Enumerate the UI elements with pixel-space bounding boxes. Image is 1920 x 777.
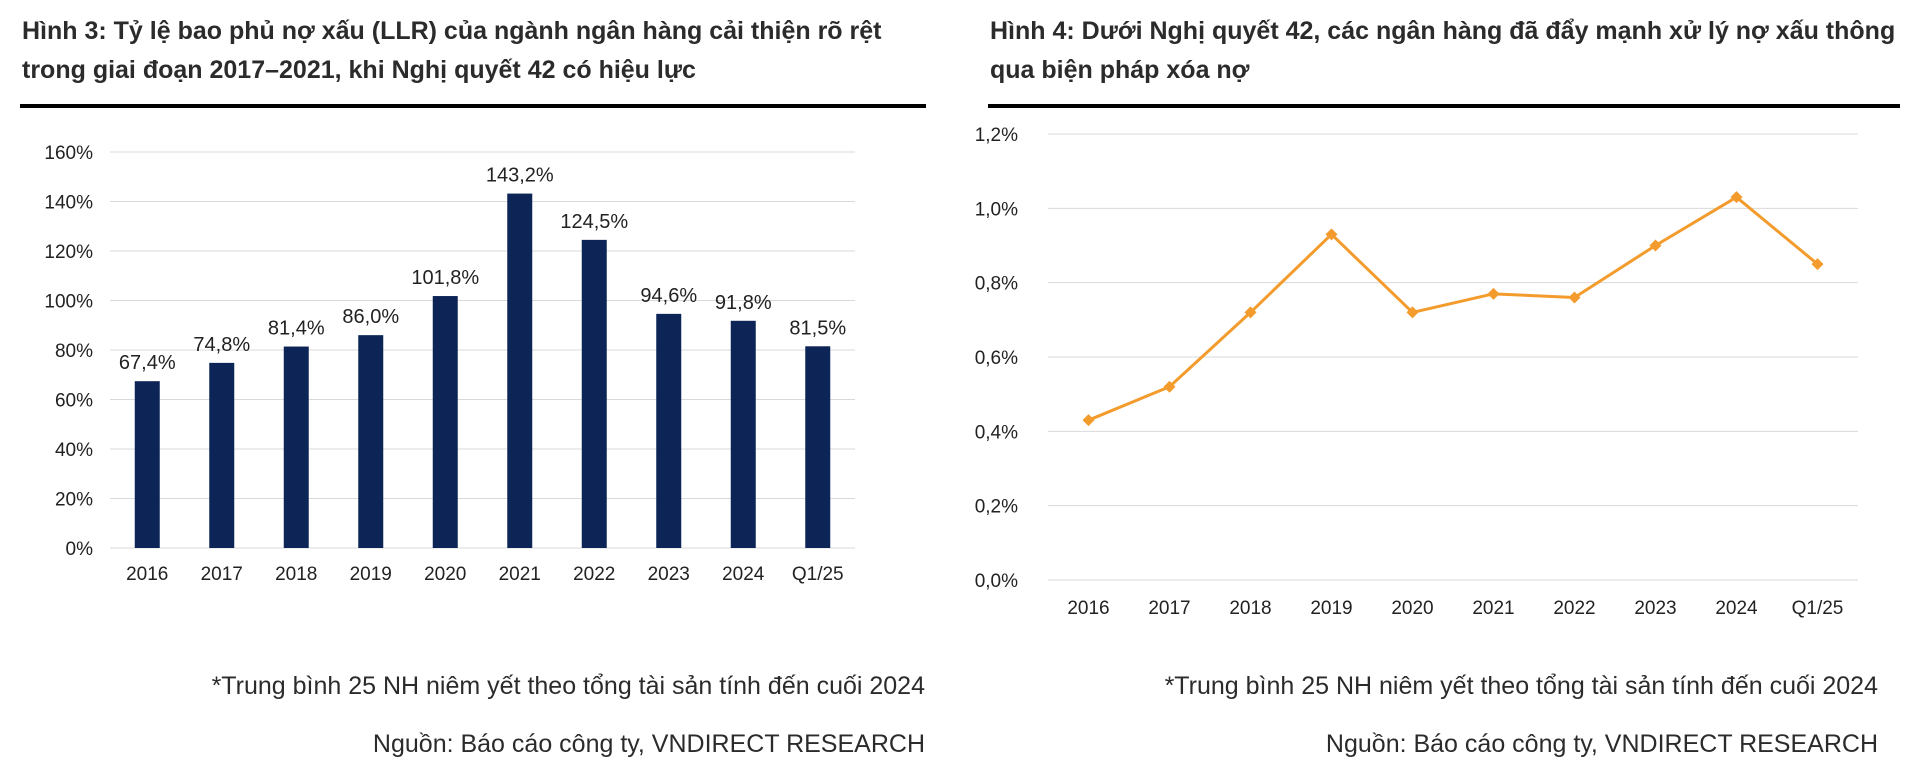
y-tick-label: 0,8%: [975, 274, 1018, 295]
y-tick-label: 1,2%: [975, 125, 1018, 146]
bar-value-label: 143,2%: [486, 165, 554, 187]
figure-3-note: *Trung bình 25 NH niêm yết theo tổng tài…: [211, 672, 925, 700]
data-point-marker: [1811, 258, 1824, 271]
series-line: [1087, 195, 1819, 422]
data-point-marker: [1406, 306, 1419, 319]
x-tick-label: 2018: [1229, 598, 1271, 619]
data-point-marker: [1244, 306, 1257, 319]
x-tick-label: 2023: [648, 564, 690, 585]
figure-4-panel: Hình 4: Dưới Nghị quyết 42, các ngân hàn…: [968, 0, 1908, 777]
bar-value-label: 101,8%: [411, 267, 479, 289]
y-tick-label: 160%: [44, 143, 93, 164]
figure-4-title-rule: [988, 104, 1900, 108]
x-tick-label: 2018: [275, 564, 317, 585]
y-tick-label: 0%: [66, 539, 94, 560]
x-tick-label: 2022: [1553, 598, 1595, 619]
y-tick-label: 40%: [55, 440, 93, 461]
bar-value-label: 81,4%: [268, 318, 325, 340]
bar: [730, 320, 756, 548]
figure-3-title-rule: [20, 104, 926, 108]
bar: [283, 346, 309, 548]
x-tick-label: 2020: [1391, 598, 1433, 619]
bar: [507, 193, 533, 548]
y-tick-label: 0,6%: [975, 348, 1018, 369]
data-point-marker: [1487, 287, 1500, 300]
data-point-marker: [1082, 414, 1095, 427]
bar-value-label: 94,6%: [640, 285, 697, 307]
x-tick-label: Q1/25: [792, 564, 844, 585]
bar-value-label: 67,4%: [119, 352, 176, 374]
figure-3-panel: Hình 3: Tỷ lệ bao phủ nợ xấu (LLR) của n…: [0, 0, 940, 777]
x-tick-label: 2022: [573, 564, 615, 585]
bar: [358, 335, 384, 548]
data-point-marker: [1325, 228, 1338, 241]
y-tick-label: 0,0%: [975, 571, 1018, 592]
x-tick-label: 2019: [1310, 598, 1352, 619]
y-tick-label: 120%: [44, 242, 93, 263]
x-tick-label: 2017: [1148, 598, 1190, 619]
x-tick-label: 2021: [1472, 598, 1514, 619]
y-tick-label: 60%: [55, 391, 93, 412]
bar: [656, 313, 682, 548]
x-tick-label: Q1/25: [1792, 598, 1844, 619]
y-tick-label: 20%: [55, 490, 93, 511]
bar: [581, 239, 607, 549]
x-tick-label: 2020: [424, 564, 466, 585]
x-tick-label: 2024: [722, 564, 765, 585]
x-tick-label: 2021: [499, 564, 541, 585]
data-point-marker: [1163, 380, 1176, 393]
x-tick-label: 2017: [201, 564, 243, 585]
figure-3-title: Hình 3: Tỷ lệ bao phủ nợ xấu (LLR) của n…: [22, 17, 882, 84]
data-point-marker: [1568, 291, 1581, 304]
data-point-marker: [1649, 239, 1662, 252]
bar: [134, 381, 160, 548]
x-tick-label: 2023: [1634, 598, 1676, 619]
write-off-line-chart: 0,0% 0,2% 0,4% 0,6% 0,8% 1,0% 1,2% 2016 2017 2018…: [975, 125, 1858, 619]
y-tick-label: 0,2%: [975, 497, 1018, 518]
x-tick-label: 2024: [1715, 598, 1758, 619]
bar: [432, 296, 458, 548]
bar-value-label: 81,5%: [789, 317, 846, 339]
data-point-marker: [1730, 191, 1743, 204]
y-tick-label: 1,0%: [975, 199, 1018, 220]
bar: [805, 346, 831, 548]
y-tick-label: 80%: [55, 341, 93, 362]
bar-value-label: 124,5%: [560, 211, 628, 233]
figure-3-source: Nguồn: Báo cáo công ty, VNDIRECT RESEARC…: [372, 730, 925, 758]
x-tick-label: 2016: [1067, 598, 1109, 619]
y-tick-label: 0,4%: [975, 422, 1018, 443]
bar: [209, 362, 235, 548]
figure-4-source: Nguồn: Báo cáo công ty, VNDIRECT RESEARC…: [1325, 730, 1878, 758]
y-tick-label: 140%: [44, 193, 93, 214]
x-tick-label: 2019: [350, 564, 392, 585]
figure-4-title: Hình 4: Dưới Nghị quyết 42, các ngân hàn…: [990, 17, 1896, 84]
figure-4-note: *Trung bình 25 NH niêm yết theo tổng tài…: [1164, 672, 1878, 700]
y-tick-label: 100%: [44, 292, 93, 313]
llr-bar-chart: 0% 20% 40% 60% 80% 100% 120% 140% 160% 67,4% 2016 7…: [44, 143, 855, 585]
bar-value-label: 91,8%: [715, 292, 772, 314]
x-tick-label: 2016: [126, 564, 168, 585]
bar-value-label: 74,8%: [193, 334, 250, 356]
bar-value-label: 86,0%: [342, 306, 399, 328]
